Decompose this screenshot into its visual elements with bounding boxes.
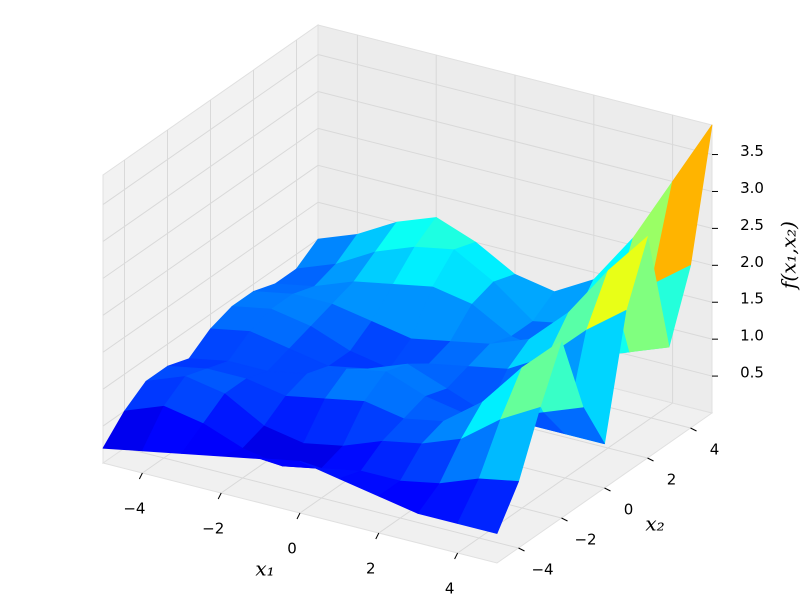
z-tick-label: 1.5	[740, 290, 764, 308]
grid-line	[102, 54, 319, 205]
tick-mark	[454, 552, 459, 560]
z-tick-label: 2.5	[740, 216, 764, 234]
y-tick-label: −2	[574, 531, 596, 549]
grid-line	[317, 90, 713, 192]
y-axis-label: x₂	[645, 512, 664, 536]
tick-mark	[375, 532, 380, 540]
grid-line	[124, 447, 519, 549]
tick-mark	[647, 457, 654, 462]
z-tick-label: 2.0	[740, 253, 764, 271]
grid-line	[317, 54, 713, 156]
x-tick-label: −4	[123, 500, 145, 518]
z-tick-label: 3.0	[740, 179, 764, 197]
y-tick-label: 0	[624, 501, 634, 519]
tick-mark	[296, 512, 301, 520]
tick-mark	[604, 487, 611, 492]
z-axis-label: f(x₁,x₂)	[777, 221, 800, 291]
z-tick-label: 0.5	[740, 364, 764, 382]
tick-mark	[518, 547, 525, 552]
grid-line	[102, 164, 319, 316]
y-tick-label: 2	[667, 471, 677, 489]
grid-line	[102, 91, 319, 242]
grid-line	[102, 127, 319, 279]
x-tick-label: 4	[445, 580, 455, 598]
grid-line	[317, 127, 713, 229]
grid-line	[102, 238, 319, 390]
tick-mark	[138, 472, 143, 480]
y-tick-label: 4	[710, 441, 720, 459]
y-tick-label: −4	[531, 561, 553, 579]
z-tick-label: 1.0	[740, 327, 764, 345]
surface-patch	[457, 478, 519, 534]
x-tick-label: 2	[366, 560, 376, 578]
tick-mark	[561, 517, 568, 522]
labels: −4 −2 0 2 4 −4 −2 0 2 4 0.5 1.0 1.5 2.0 2.5 3.0 3.5	[123, 142, 764, 597]
x-axis-label: x₁	[255, 557, 274, 581]
tick-mark	[217, 492, 222, 500]
grid-line	[102, 201, 319, 353]
surface	[102, 124, 713, 534]
x-tick-label: −2	[202, 520, 224, 538]
z-tick-label: 3.5	[740, 142, 764, 160]
tick-mark	[690, 427, 697, 432]
x-tick-label: 0	[287, 540, 297, 558]
